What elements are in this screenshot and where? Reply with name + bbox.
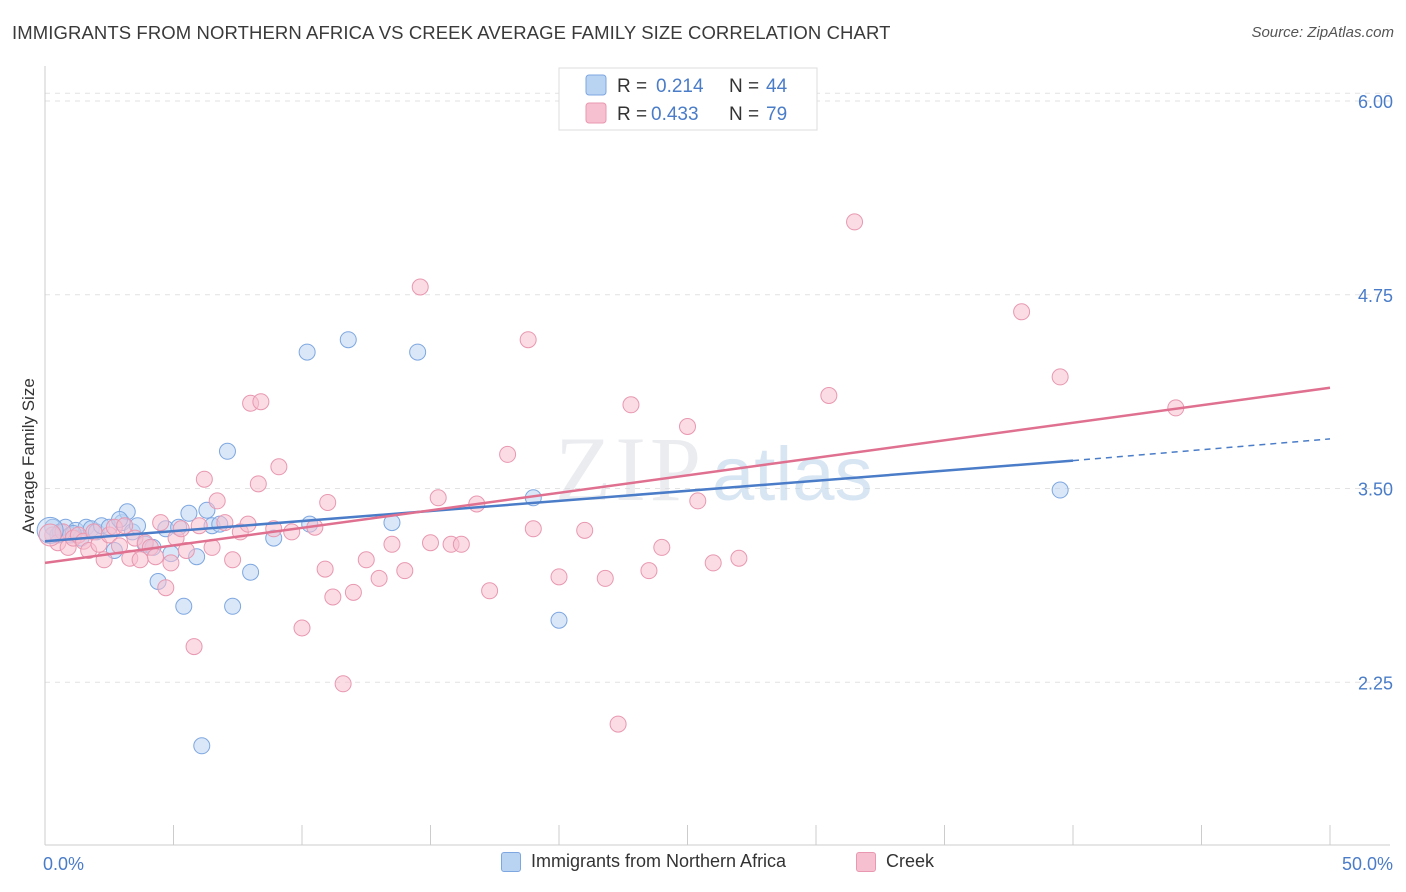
- bottom-legend-swatch-blue: [501, 851, 521, 872]
- legend-n-label-blue: N =: [729, 76, 759, 97]
- pink-point: [846, 213, 864, 231]
- pink-point: [519, 331, 537, 349]
- pink-point: [334, 675, 352, 693]
- grid-layer: [45, 92, 1390, 683]
- pink-point: [383, 535, 401, 553]
- pink-point: [195, 470, 213, 488]
- y-axis-title: Average Family Size: [19, 378, 38, 534]
- pink-point: [622, 396, 640, 414]
- watermark-zip: ZIP: [555, 418, 705, 520]
- pink-point: [704, 554, 722, 572]
- bottom-legend-item-pink: Creek: [856, 851, 934, 872]
- watermark: ZIP atlas: [555, 418, 873, 520]
- pink-point: [820, 387, 838, 404]
- pink-point: [185, 638, 203, 656]
- legend-swatch-blue: [585, 74, 607, 96]
- blue-trend-extension: [1072, 438, 1331, 462]
- pink-point: [499, 445, 517, 463]
- pink-point: [640, 562, 658, 580]
- pink-point: [596, 569, 614, 587]
- pink-point: [653, 538, 671, 556]
- pink-point: [270, 458, 288, 476]
- pink-point: [172, 520, 190, 538]
- legend-r-label-pink: R =: [617, 104, 647, 125]
- legend-swatch-pink: [585, 102, 607, 124]
- pink-point: [524, 520, 542, 538]
- pink-point: [730, 549, 748, 567]
- pink-point: [147, 548, 165, 566]
- y-tick-label: 4.75: [1358, 286, 1393, 306]
- blue-trend-line: [44, 459, 1074, 543]
- legend-n-label-pink: N =: [729, 104, 759, 125]
- watermark-atlas: atlas: [712, 432, 873, 517]
- pink-point: [190, 517, 208, 535]
- pink-point: [252, 393, 270, 411]
- pink-point: [452, 535, 470, 553]
- blue-point: [298, 343, 316, 361]
- legend-r-label-blue: R =: [617, 76, 647, 97]
- legend-n-value-pink: 79: [766, 104, 787, 125]
- pink-point: [689, 492, 707, 510]
- pink-point: [344, 583, 362, 601]
- y-tick-label: 3.50: [1358, 480, 1393, 500]
- axis-layer: 2.25 3.50 4.75 6.00 0.0% 50.0%: [43, 66, 1393, 874]
- legend-r-value-blue: 0.214: [656, 76, 704, 97]
- pink-point: [609, 715, 627, 733]
- blue-point: [218, 442, 236, 460]
- legend-r-value-pink: 0.433: [651, 104, 699, 125]
- pink-point: [208, 492, 226, 510]
- pink-point: [324, 588, 342, 606]
- pink-point: [224, 551, 242, 569]
- bottom-legend-label-pink: Creek: [886, 851, 935, 871]
- pink-point: [576, 521, 594, 539]
- pink-point: [316, 560, 334, 578]
- pink-point: [1051, 368, 1069, 386]
- pink-point-cluster: [38, 523, 62, 547]
- chart-source: Source: ZipAtlas.com: [1251, 24, 1394, 41]
- pink-point: [283, 523, 301, 541]
- pink-point: [396, 562, 414, 580]
- pink-point: [157, 579, 175, 597]
- blue-point: [1051, 481, 1069, 499]
- pink-point: [249, 475, 267, 493]
- blue-point: [339, 331, 357, 349]
- blue-point: [550, 611, 568, 629]
- pink-point: [411, 278, 429, 296]
- pink-point: [152, 514, 170, 532]
- legend-n-value-blue: 44: [766, 76, 788, 97]
- bottom-legend-swatch-pink: [856, 851, 876, 872]
- legend-box: R = 0.214 N = 44 R = 0.433 N = 79: [558, 67, 818, 131]
- x-tick-label-max: 50.0%: [1342, 854, 1393, 874]
- pink-point: [370, 569, 388, 587]
- bottom-legend-item-blue: Immigrants from Northern Africa: [501, 851, 786, 872]
- pink-point: [1013, 303, 1031, 321]
- blue-point-cluster: [36, 516, 64, 544]
- pink-point: [429, 489, 447, 507]
- blue-point: [242, 563, 260, 581]
- pink-point: [550, 568, 568, 586]
- chart-title: IMMIGRANTS FROM NORTHERN AFRICA VS CREEK…: [12, 22, 891, 43]
- pink-point: [293, 619, 311, 637]
- pink-point: [422, 534, 439, 552]
- blue-point: [224, 597, 242, 615]
- pink-point: [162, 554, 180, 572]
- y-tick-label: 2.25: [1358, 673, 1393, 693]
- blue-point: [193, 737, 211, 755]
- pink-point: [481, 582, 499, 600]
- blue-point: [409, 343, 427, 361]
- trend-layer: [44, 386, 1331, 565]
- x-tick-label-min: 0.0%: [43, 854, 84, 874]
- bottom-legend-label-blue: Immigrants from Northern Africa: [531, 851, 787, 871]
- pink-point: [357, 551, 375, 569]
- pink-point: [319, 493, 337, 511]
- pink-point: [679, 418, 696, 435]
- y-tick-label: 6.00: [1358, 92, 1393, 112]
- blue-point: [180, 504, 198, 522]
- blue-point: [175, 597, 193, 615]
- pink-trend-line: [44, 386, 1331, 565]
